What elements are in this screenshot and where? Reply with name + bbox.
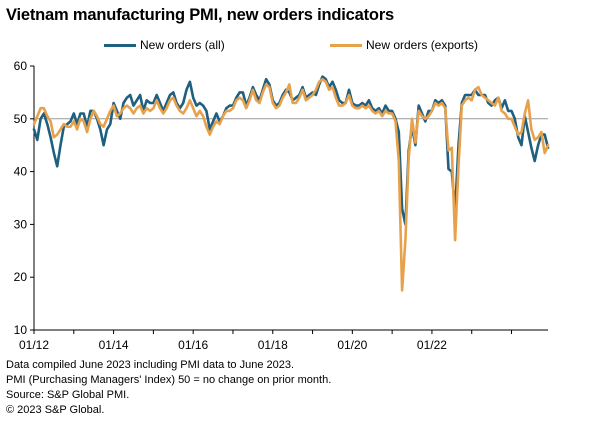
x-tick-label: 01/22 <box>417 338 447 352</box>
legend-label-new-orders-all: New orders (all) <box>140 38 225 52</box>
legend-swatch-new-orders-exports <box>330 43 362 47</box>
x-tick-label: 01/20 <box>337 338 367 352</box>
legend-label-new-orders-exports: New orders (exports) <box>366 38 479 52</box>
y-tick-label: 40 <box>14 165 28 179</box>
y-axis: 10 20 30 40 50 60 <box>14 59 35 337</box>
legend-item-new-orders-all: New orders (all) <box>104 38 225 52</box>
y-tick-label: 10 <box>14 323 28 337</box>
x-tick-label: 01/12 <box>19 338 49 352</box>
x-tick-label: 01/16 <box>178 338 208 352</box>
y-tick-label: 20 <box>14 270 28 284</box>
legend-item-new-orders-exports: New orders (exports) <box>330 38 478 52</box>
series-layer <box>32 75 550 292</box>
y-tick-label: 50 <box>14 112 28 126</box>
x-tick-label: 01/18 <box>258 338 288 352</box>
note-pmi-definition: PMI (Purchasing Managers' Index) 50 = no… <box>6 374 332 386</box>
y-tick-label: 30 <box>14 217 28 231</box>
note-copyright: © 2023 S&P Global. <box>6 404 105 416</box>
series-line-new-orders-exports <box>32 77 550 292</box>
note-source: Source: S&P Global PMI. <box>6 389 130 401</box>
note-data-compiled: Data compiled June 2023 including PMI da… <box>6 359 295 371</box>
x-axis: 01/12 01/14 01/16 01/18 01/20 01/22 <box>19 329 548 352</box>
legend-swatch-new-orders-all <box>104 43 136 47</box>
notes: Data compiled June 2023 including PMI da… <box>6 358 331 418</box>
y-tick-label: 60 <box>14 59 28 73</box>
x-tick-label: 01/14 <box>99 338 129 352</box>
legend: New orders (all) New orders (exports) <box>0 38 592 54</box>
chart-title: Vietnam manufacturing PMI, new orders in… <box>6 6 395 24</box>
